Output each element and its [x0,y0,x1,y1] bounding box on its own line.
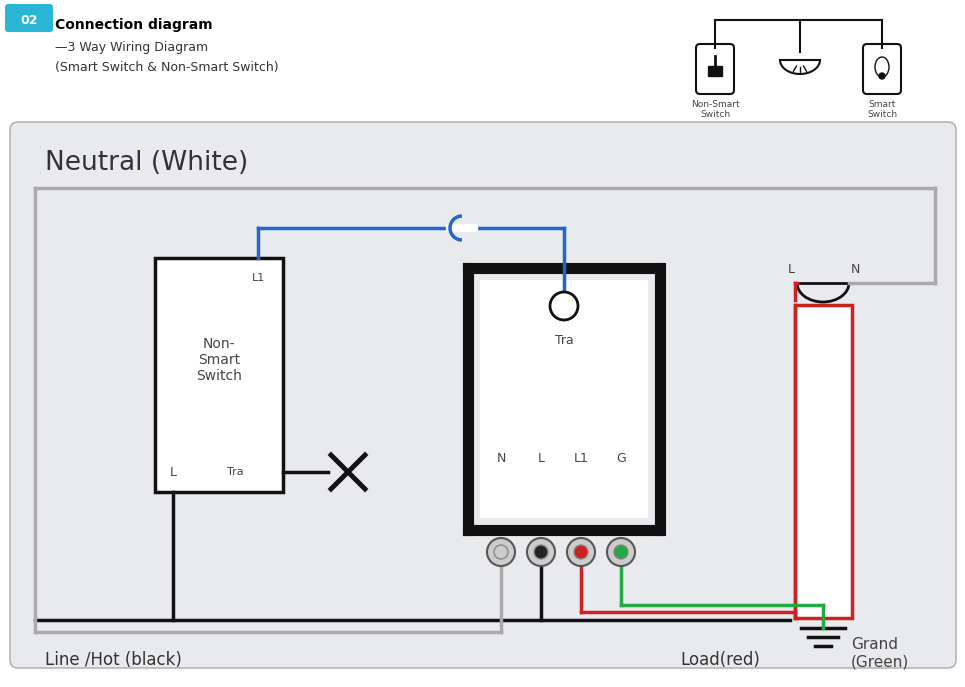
Text: Tra: Tra [227,467,243,477]
Text: Load(red): Load(red) [680,651,759,669]
FancyBboxPatch shape [10,122,956,668]
Circle shape [534,545,548,559]
Text: Tra: Tra [555,333,573,346]
Circle shape [607,538,635,566]
Text: Neutral (White): Neutral (White) [45,150,248,176]
Text: (Smart Switch & Non-Smart Switch): (Smart Switch & Non-Smart Switch) [55,60,279,74]
Circle shape [879,73,885,79]
Circle shape [614,545,628,559]
FancyBboxPatch shape [696,44,734,94]
Text: L: L [170,466,177,479]
Bar [708,66,722,76]
Text: L: L [787,262,794,275]
Text: Non-
Smart
Switch: Non- Smart Switch [196,337,242,383]
Text: Line /Hot (black): Line /Hot (black) [45,651,181,669]
Text: G: G [616,451,626,464]
Text: L: L [538,451,544,464]
Bar [480,280,648,518]
Circle shape [574,545,588,559]
Circle shape [567,538,595,566]
FancyBboxPatch shape [5,4,53,32]
Text: Non-Smart
Switch: Non-Smart Switch [691,100,739,120]
Bar [155,258,283,492]
Text: N: N [496,451,506,464]
Text: Connection diagram: Connection diagram [55,18,212,32]
FancyBboxPatch shape [863,44,901,94]
Text: Smart
Switch: Smart Switch [867,100,897,120]
Text: —3 Way Wiring Diagram: —3 Way Wiring Diagram [55,41,208,54]
Text: L1: L1 [251,273,264,283]
Text: Grand
(Green): Grand (Green) [851,637,909,669]
Ellipse shape [875,57,889,77]
Text: N: N [850,262,860,275]
Circle shape [550,292,578,320]
Circle shape [487,538,515,566]
Text: L1: L1 [573,451,589,464]
Circle shape [494,545,508,559]
Bar [795,305,852,618]
Circle shape [527,538,555,566]
Text: 02: 02 [20,14,38,27]
